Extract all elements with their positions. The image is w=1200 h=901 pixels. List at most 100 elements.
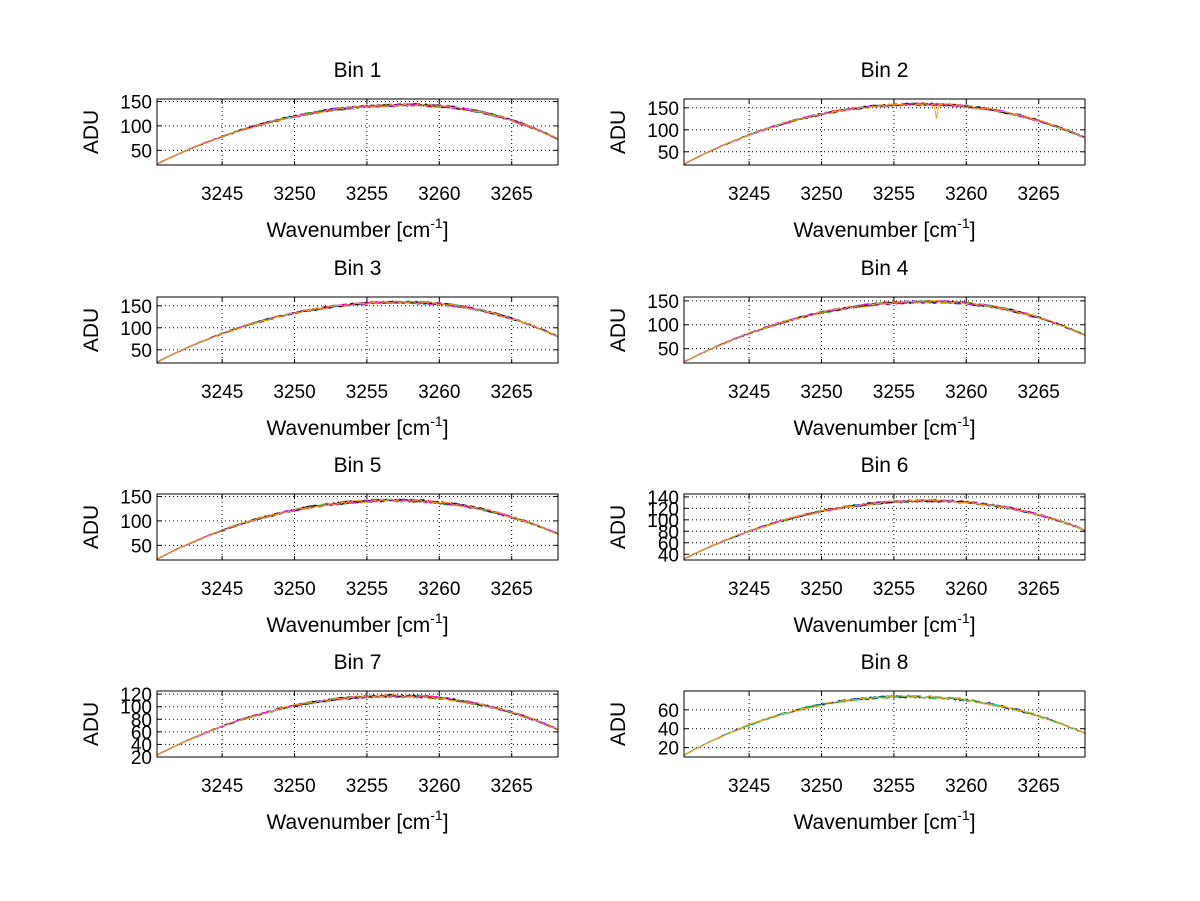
spectrum-series-line: [683, 102, 1086, 165]
y-tick-label: 100: [120, 319, 152, 340]
spectrum-series-line: [156, 498, 559, 560]
x-tick-label: 3265: [491, 382, 533, 403]
x-axis-label: Wavenumber [cm-1]: [793, 413, 975, 440]
x-tick-label: 3250: [273, 776, 315, 797]
x-axis-label: Wavenumber [cm-1]: [793, 215, 975, 242]
y-axis-label: ADU: [80, 505, 103, 549]
spectrum-series-line: [156, 103, 559, 165]
y-tick-label: 120: [647, 499, 679, 520]
x-axis-label-text: Wavenumber [cm: [266, 219, 430, 242]
x-axis-label: Wavenumber [cm-1]: [793, 610, 975, 637]
spectrum-series-line: [683, 300, 1086, 363]
subplot-title: Bin 6: [861, 454, 909, 477]
y-axis-label: ADU: [607, 505, 630, 549]
y-axis-label: ADU: [80, 110, 103, 154]
spectrum-series-line: [156, 694, 559, 756]
x-axis-label-superscript: -1: [430, 215, 443, 231]
axes-box: [683, 296, 1086, 364]
axes-box: [683, 98, 1086, 166]
x-tick-label: 3255: [346, 776, 388, 797]
x-tick-label: 3265: [1018, 184, 1060, 205]
spectrum-series-line: [156, 103, 559, 165]
x-axis-label-bracket: ]: [970, 417, 976, 440]
y-tick-label: 120: [120, 685, 152, 706]
spectrum-series-line: [156, 694, 559, 756]
x-axis-label-bracket: ]: [443, 219, 449, 242]
y-tick-label: 60: [658, 534, 679, 555]
axes-box: [156, 493, 559, 561]
y-axis-label: ADU: [607, 702, 630, 746]
spectrum-series-line: [156, 300, 559, 363]
x-axis-label-text: Wavenumber [cm: [793, 219, 957, 242]
y-axis-label: ADU: [607, 308, 630, 352]
x-tick-label: 3250: [273, 579, 315, 600]
spectrum-series-line: [683, 499, 1086, 560]
spectrum-series-line: [156, 498, 559, 560]
spectrum-series-line: [683, 102, 1086, 165]
spectrum-series-line: [156, 300, 559, 363]
spectrum-series-line: [683, 299, 1086, 363]
x-axis-label-superscript: -1: [430, 413, 443, 429]
x-tick-label: 3255: [873, 776, 915, 797]
spectrum-series-line: [156, 300, 559, 363]
x-axis-label-text: Wavenumber [cm: [793, 417, 957, 440]
x-axis-label-superscript: -1: [957, 413, 970, 429]
spectrum-series-line: [156, 498, 559, 560]
y-tick-label: 60: [658, 701, 679, 722]
x-axis-label-text: Wavenumber [cm: [793, 811, 957, 834]
y-tick-label: 40: [658, 545, 679, 566]
subplot-title: Bin 2: [861, 59, 909, 82]
subplot-title: Bin 8: [861, 651, 909, 674]
spectrum-series-line: [156, 300, 559, 363]
x-tick-label: 3265: [491, 184, 533, 205]
y-tick-label: 100: [120, 512, 152, 533]
spectrum-series-line: [156, 498, 559, 560]
x-tick-label: 3260: [418, 382, 460, 403]
spectrum-series-line: [683, 299, 1086, 363]
x-tick-label: 3260: [418, 579, 460, 600]
y-tick-label: 20: [658, 739, 679, 760]
x-axis-label-text: Wavenumber [cm: [793, 614, 957, 637]
spectrum-series-line: [683, 694, 1086, 756]
spectrum-series-line: [683, 102, 1085, 165]
subplot-title: Bin 7: [334, 651, 382, 674]
x-axis-label-text: Wavenumber [cm: [266, 614, 430, 637]
subplot-title: Bin 5: [334, 454, 382, 477]
x-tick-label: 3265: [1018, 776, 1060, 797]
x-tick-label: 3250: [800, 382, 842, 403]
axes-box: [683, 493, 1086, 561]
x-tick-label: 3265: [1018, 382, 1060, 403]
axes-box: [156, 98, 559, 166]
y-tick-label: 80: [131, 710, 152, 731]
x-tick-label: 3250: [800, 184, 842, 205]
x-tick-label: 3255: [346, 579, 388, 600]
x-axis-label-superscript: -1: [957, 215, 970, 231]
y-tick-label: 50: [658, 143, 679, 164]
spectrum-series-line: [683, 694, 1086, 756]
x-tick-label: 3245: [201, 776, 243, 797]
x-tick-label: 3245: [728, 776, 770, 797]
x-axis-label-superscript: -1: [957, 807, 970, 823]
x-tick-label: 3250: [800, 776, 842, 797]
y-tick-label: 100: [120, 698, 152, 719]
x-tick-label: 3255: [873, 184, 915, 205]
spectrum-series-line: [156, 694, 559, 756]
axes-box: [156, 296, 559, 364]
x-tick-label: 3245: [201, 382, 243, 403]
x-tick-label: 3255: [346, 184, 388, 205]
y-tick-label: 100: [647, 511, 679, 532]
spectrum-series-line: [156, 693, 559, 756]
subplot-bin-5: Bin 5 3245 3250 3255 3260 3265 50 100 150 Wavenum…: [80, 454, 559, 637]
y-tick-label: 150: [120, 297, 152, 318]
x-axis-label-bracket: ]: [970, 614, 976, 637]
x-tick-label: 3245: [728, 579, 770, 600]
x-axis-label: Wavenumber [cm-1]: [266, 215, 448, 242]
spectrum-series-line: [156, 300, 559, 363]
y-tick-label: 100: [120, 117, 152, 138]
y-axis-label: ADU: [607, 110, 630, 154]
y-tick-label: 150: [647, 292, 679, 313]
spectrum-series-line: [156, 498, 559, 560]
x-axis-label-superscript: -1: [430, 610, 443, 626]
